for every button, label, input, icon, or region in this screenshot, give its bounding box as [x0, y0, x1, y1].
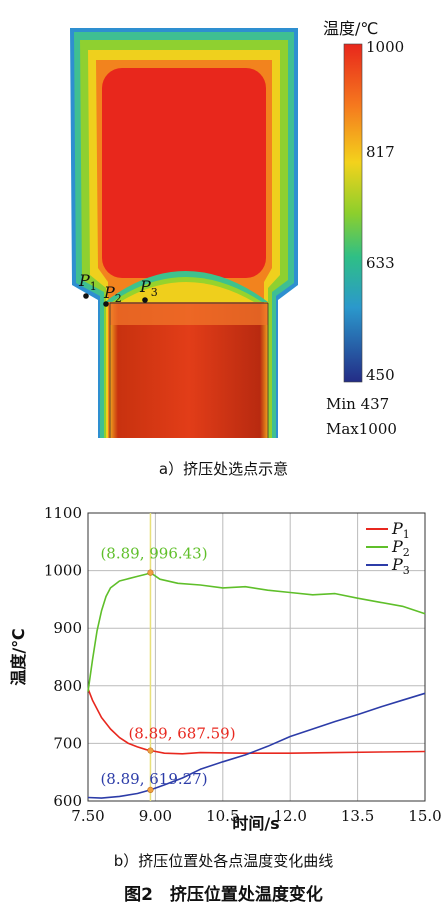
- colorbar-tick-633: 633: [366, 254, 395, 272]
- figure-title: 图2 挤压位置处温度变化: [124, 885, 323, 905]
- annotation-label: (8.89, 687.59): [128, 725, 235, 743]
- point-p2-label: P2: [103, 283, 122, 305]
- y-tick-label: 900: [53, 619, 82, 637]
- annotation-point: [147, 747, 154, 754]
- colorbar-tick-450: 450: [366, 366, 395, 384]
- legend-label: P1: [391, 519, 410, 541]
- legend-label: P2: [391, 537, 410, 559]
- x-tick-label: 9.00: [139, 807, 172, 825]
- series-line-p1: [87, 688, 426, 755]
- y-tick-label: 1000: [44, 562, 82, 580]
- x-axis-label: 时间/s: [232, 814, 279, 833]
- x-tick-label: 12.0: [273, 807, 306, 825]
- contact-dome: [105, 271, 268, 302]
- colorbar-gradient: [343, 43, 363, 383]
- point-p1-label: P1: [78, 271, 97, 293]
- x-tick-label: 13.5: [341, 807, 374, 825]
- x-tick-label: 10.5: [206, 807, 239, 825]
- temperature-field-figure: P1 P2 P3 温度/℃ 1000 817 633 450 Min 437 M…: [70, 19, 404, 438]
- x-tick-label: 7.50: [71, 807, 104, 825]
- caption-b: b）挤压位置处各点温度变化曲线: [113, 852, 334, 870]
- annotation-points: [147, 569, 154, 794]
- max-label: Max1000: [326, 420, 397, 438]
- min-label: Min 437: [326, 395, 389, 413]
- annotation-point: [147, 569, 154, 576]
- caption-a: a）挤压处选点示意: [158, 460, 289, 478]
- colorbar-title: 温度/℃: [323, 19, 378, 38]
- annotation-label: (8.89, 996.43): [100, 545, 207, 563]
- y-tick-label: 800: [53, 677, 82, 695]
- y-axis-label: 温度/℃: [9, 628, 28, 686]
- y-tick-label: 1100: [44, 504, 82, 522]
- data-annotations: (8.89, 996.43) (8.89, 687.59) (8.89, 619.2…: [100, 545, 235, 788]
- point-p1-marker: [83, 293, 89, 299]
- y-tick-label: 700: [53, 734, 82, 752]
- series-line-p3: [87, 692, 426, 799]
- legend-label: P3: [391, 555, 410, 577]
- annotation-label: (8.89, 619.27): [100, 770, 207, 788]
- series-line-p2: [87, 571, 426, 692]
- temperature-line-chart: 7.50 9.00 10.5 12.0 13.5 15.0 1100 1000 900 800 70…: [9, 504, 442, 833]
- billet: [109, 302, 269, 438]
- point-markers: P1 P2 P3: [78, 271, 158, 307]
- annotation-point: [147, 786, 154, 794]
- plot-area-frame: [87, 512, 426, 802]
- x-tick-label: 15.0: [408, 807, 441, 825]
- point-p3-marker: [142, 297, 148, 303]
- y-tick-label: 600: [53, 792, 82, 810]
- point-p2-marker: [103, 301, 109, 307]
- colorbar-tick-1000: 1000: [366, 38, 404, 56]
- axis-ticks: 7.50 9.00 10.5 12.0 13.5 15.0 1100 1000 900 800 70…: [44, 504, 442, 825]
- point-p3-label: P3: [139, 277, 158, 299]
- colorbar-tick-817: 817: [366, 143, 395, 161]
- colorbar: 温度/℃ 1000 817 633 450 Min 437 Max1000: [323, 19, 404, 438]
